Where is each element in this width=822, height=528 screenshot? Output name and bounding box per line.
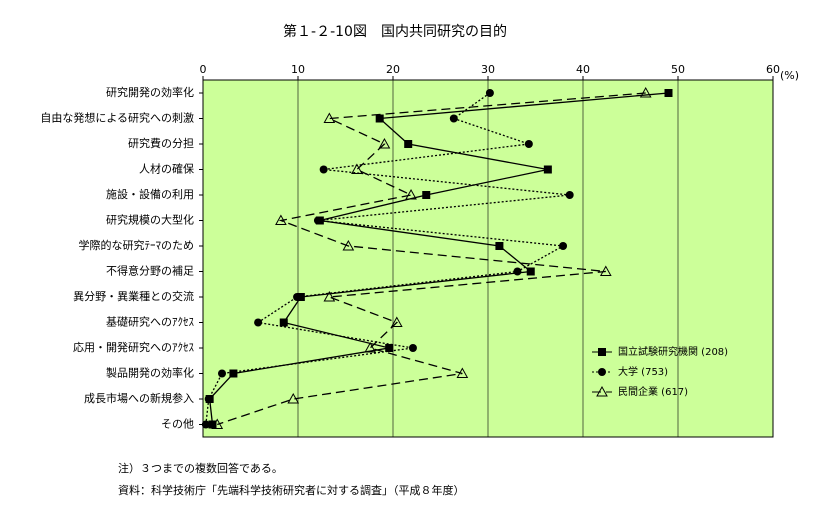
x-tick-label: 0 xyxy=(200,63,207,76)
marker xyxy=(599,265,612,276)
marker xyxy=(485,89,494,97)
y-tick-label: 研究費の分担 xyxy=(128,136,194,150)
x-tick-label: 40 xyxy=(576,63,590,76)
marker xyxy=(201,420,210,429)
marker xyxy=(543,165,552,174)
y-tick-label: 研究開発の効率化 xyxy=(106,85,194,99)
legend-label: 国立試験研究機関 (208) xyxy=(618,345,728,358)
marker xyxy=(204,395,213,403)
marker xyxy=(456,367,469,378)
y-tick-label: 製品開発の効率化 xyxy=(106,366,194,380)
series-line xyxy=(208,92,669,425)
marker xyxy=(275,214,287,225)
marker xyxy=(405,188,417,200)
marker xyxy=(319,165,328,174)
marker xyxy=(351,163,363,174)
marker xyxy=(404,140,413,148)
marker xyxy=(229,369,238,378)
marker xyxy=(287,392,300,404)
series-line xyxy=(205,92,570,425)
marker xyxy=(639,86,652,98)
marker xyxy=(495,242,504,250)
y-tick-label: 基礎研究へのｱｸｾｽ xyxy=(106,315,194,329)
marker xyxy=(390,316,403,327)
y-tick-label: 不得意分野の補足 xyxy=(106,264,194,278)
marker xyxy=(422,191,431,199)
marker xyxy=(218,369,226,378)
marker xyxy=(313,216,322,225)
marker xyxy=(323,112,336,123)
legend-marker xyxy=(598,368,606,376)
marker xyxy=(211,418,224,429)
note: 注）３つまでの複数回答である。 xyxy=(118,461,283,475)
marker xyxy=(449,114,458,123)
y-tick-label: 異分野・異業種との交流 xyxy=(73,289,194,303)
marker xyxy=(408,344,417,352)
x-tick-label: 20 xyxy=(386,63,400,76)
y-tick-label: 応用・開発研究へのｱｸｾｽ xyxy=(73,340,194,354)
marker xyxy=(254,318,263,327)
y-tick-label: 人材の確保 xyxy=(139,162,194,176)
note: 資料：科学技術庁「先端科学技術研究者に対する調査」（平成８年度） xyxy=(118,483,465,497)
x-tick-label: 60 xyxy=(766,63,780,76)
legend-marker xyxy=(596,385,608,397)
marker xyxy=(513,267,522,276)
marker xyxy=(565,191,574,199)
x-axis-unit: (%) xyxy=(780,69,799,82)
y-tick-label: その他 xyxy=(161,418,194,431)
marker xyxy=(378,137,391,149)
marker xyxy=(524,140,533,148)
marker xyxy=(293,293,302,301)
marker xyxy=(279,318,288,327)
y-tick-label: 施設・設備の利用 xyxy=(106,187,194,201)
marker xyxy=(385,344,394,352)
legend-marker xyxy=(598,348,606,356)
marker xyxy=(364,341,377,353)
marker xyxy=(559,242,568,250)
legend-label: 大学 (753) xyxy=(618,365,668,378)
x-tick-label: 30 xyxy=(481,63,495,76)
x-tick-label: 50 xyxy=(671,63,685,76)
marker xyxy=(526,267,535,276)
marker xyxy=(342,239,355,251)
y-tick-label: 研究規模の大型化 xyxy=(106,213,194,227)
marker xyxy=(208,420,217,429)
marker xyxy=(375,114,384,123)
marker xyxy=(323,290,336,302)
y-tick-label: 成長市場への新規参入 xyxy=(84,391,194,405)
y-tick-label: 学際的な研究ﾃｰﾏのため xyxy=(79,238,195,252)
y-tick-label: 自由な発想による研究への刺激 xyxy=(40,111,194,125)
marker xyxy=(664,89,673,97)
legend-label: 民間企業 (617) xyxy=(618,385,688,398)
x-tick-label: 10 xyxy=(291,63,305,76)
chart-title: 第１-２-10図 国内共同研究の目的 xyxy=(283,23,507,40)
